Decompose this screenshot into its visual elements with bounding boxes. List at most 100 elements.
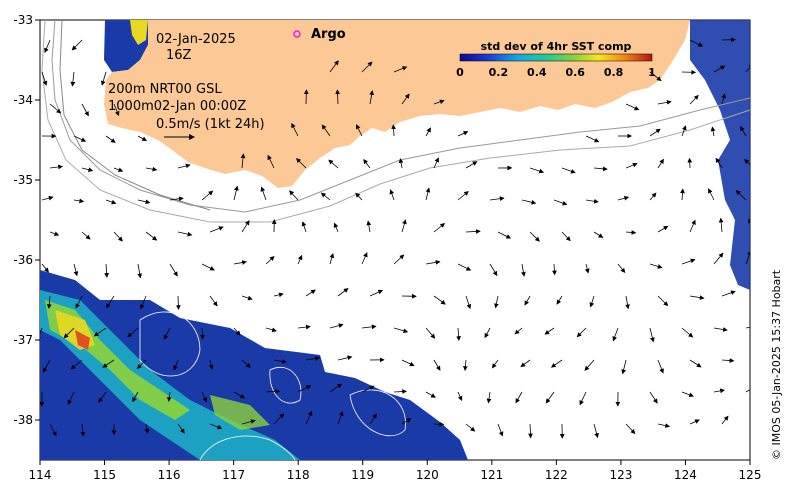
- current-vector: [361, 385, 375, 393]
- x-axis: 114 115 116 117 118 119 120 121 122 123 124 125: [29, 460, 762, 482]
- x-tick-label: 123: [609, 468, 632, 482]
- x-tick-label: 119: [351, 468, 374, 482]
- current-vector: [681, 391, 694, 398]
- current-vector: [721, 358, 735, 363]
- current-vector: [584, 359, 595, 371]
- current-vector: [113, 103, 120, 117]
- australia-land: [104, 20, 690, 188]
- current-vector: [136, 359, 147, 369]
- current-vector: [297, 324, 311, 330]
- current-vector: [201, 263, 215, 271]
- current-vector: [291, 122, 299, 137]
- current-vector: [584, 263, 590, 274]
- current-vector: [433, 222, 446, 233]
- current-vector: [320, 192, 331, 201]
- x-tick-label: 125: [739, 468, 762, 482]
- current-vector: [80, 423, 86, 437]
- current-vector: [113, 167, 124, 173]
- current-vector: [681, 327, 694, 338]
- current-vector: [576, 327, 587, 338]
- current-vector: [49, 231, 60, 236]
- current-vector: [745, 386, 750, 393]
- current-vector: [361, 252, 368, 265]
- current-vector: [49, 164, 63, 170]
- current-vector: [593, 166, 608, 172]
- current-vector: [301, 221, 307, 233]
- x-tick-label: 117: [222, 468, 245, 482]
- current-vector: [463, 359, 468, 371]
- current-vector: [754, 358, 764, 360]
- current-vector: [265, 255, 275, 265]
- current-vector: [49, 103, 62, 114]
- current-vector: [657, 225, 669, 233]
- x-tick-label: 121: [480, 468, 503, 482]
- current-vector: [102, 359, 115, 368]
- current-vector: [265, 389, 281, 394]
- current-vector: [433, 421, 445, 427]
- current-vector: [127, 327, 139, 338]
- current-vector: [689, 295, 705, 300]
- current-vector: [355, 192, 363, 201]
- current-vector: [132, 391, 139, 403]
- current-vector: [754, 36, 765, 40]
- current-vector: [393, 327, 409, 334]
- current-vector: [593, 231, 604, 238]
- current-vector: [329, 323, 344, 329]
- current-vector: [457, 131, 469, 137]
- current-vector: [393, 389, 407, 394]
- current-vector: [40, 327, 43, 342]
- current-vector: [754, 289, 765, 297]
- current-vector: [514, 327, 523, 335]
- current-vector: [241, 419, 256, 425]
- colorbar-tick-label: 0.8: [604, 66, 624, 79]
- current-vector: [617, 263, 626, 274]
- current-vector: [520, 359, 531, 368]
- current-vector: [273, 292, 284, 298]
- current-vector: [106, 295, 115, 309]
- current-vector: [621, 359, 627, 375]
- current-vector: [721, 415, 729, 425]
- current-vector: [433, 295, 446, 305]
- current-vector: [329, 60, 339, 73]
- current-vector: [625, 295, 630, 310]
- current-vector: [425, 259, 441, 265]
- current-vector: [41, 195, 54, 201]
- y-tick-label: -33: [13, 13, 33, 27]
- current-vector: [550, 359, 563, 368]
- colorbar-ticks: 0 0.2 0.4 0.6 0.8 1: [456, 66, 656, 79]
- current-vector: [552, 263, 557, 276]
- current-vectors: [40, 36, 765, 439]
- current-vector: [721, 290, 736, 297]
- current-vector: [457, 391, 463, 402]
- current-vector: [233, 391, 246, 399]
- current-vector: [593, 423, 599, 439]
- current-vector: [209, 423, 223, 430]
- current-vector: [391, 124, 396, 137]
- current-vector: [521, 263, 526, 277]
- current-vector: [657, 158, 664, 169]
- bathymetry-200m: [51, 20, 750, 213]
- current-vector: [329, 253, 335, 265]
- current-vector: [521, 199, 537, 205]
- current-vector: [680, 188, 685, 201]
- current-vector: [41, 71, 48, 86]
- current-vector: [137, 263, 143, 279]
- current-vector: [497, 231, 512, 239]
- current-vector: [401, 219, 407, 233]
- current-vector: [321, 124, 331, 137]
- current-vector: [233, 327, 241, 336]
- current-vector: [46, 295, 52, 309]
- current-vector: [740, 126, 747, 137]
- date-label: 02-Jan-2025: [156, 32, 236, 47]
- current-vector: [169, 196, 184, 202]
- current-vector: [369, 90, 374, 105]
- x-tick-label: 124: [674, 468, 697, 482]
- current-vector: [689, 359, 702, 368]
- current-vector: [137, 199, 151, 205]
- current-vector: [433, 157, 439, 169]
- current-vector: [713, 65, 726, 73]
- current-vector: [745, 63, 750, 73]
- current-vector: [166, 391, 172, 402]
- current-vector: [491, 359, 499, 369]
- x-tick-label: 122: [545, 468, 568, 482]
